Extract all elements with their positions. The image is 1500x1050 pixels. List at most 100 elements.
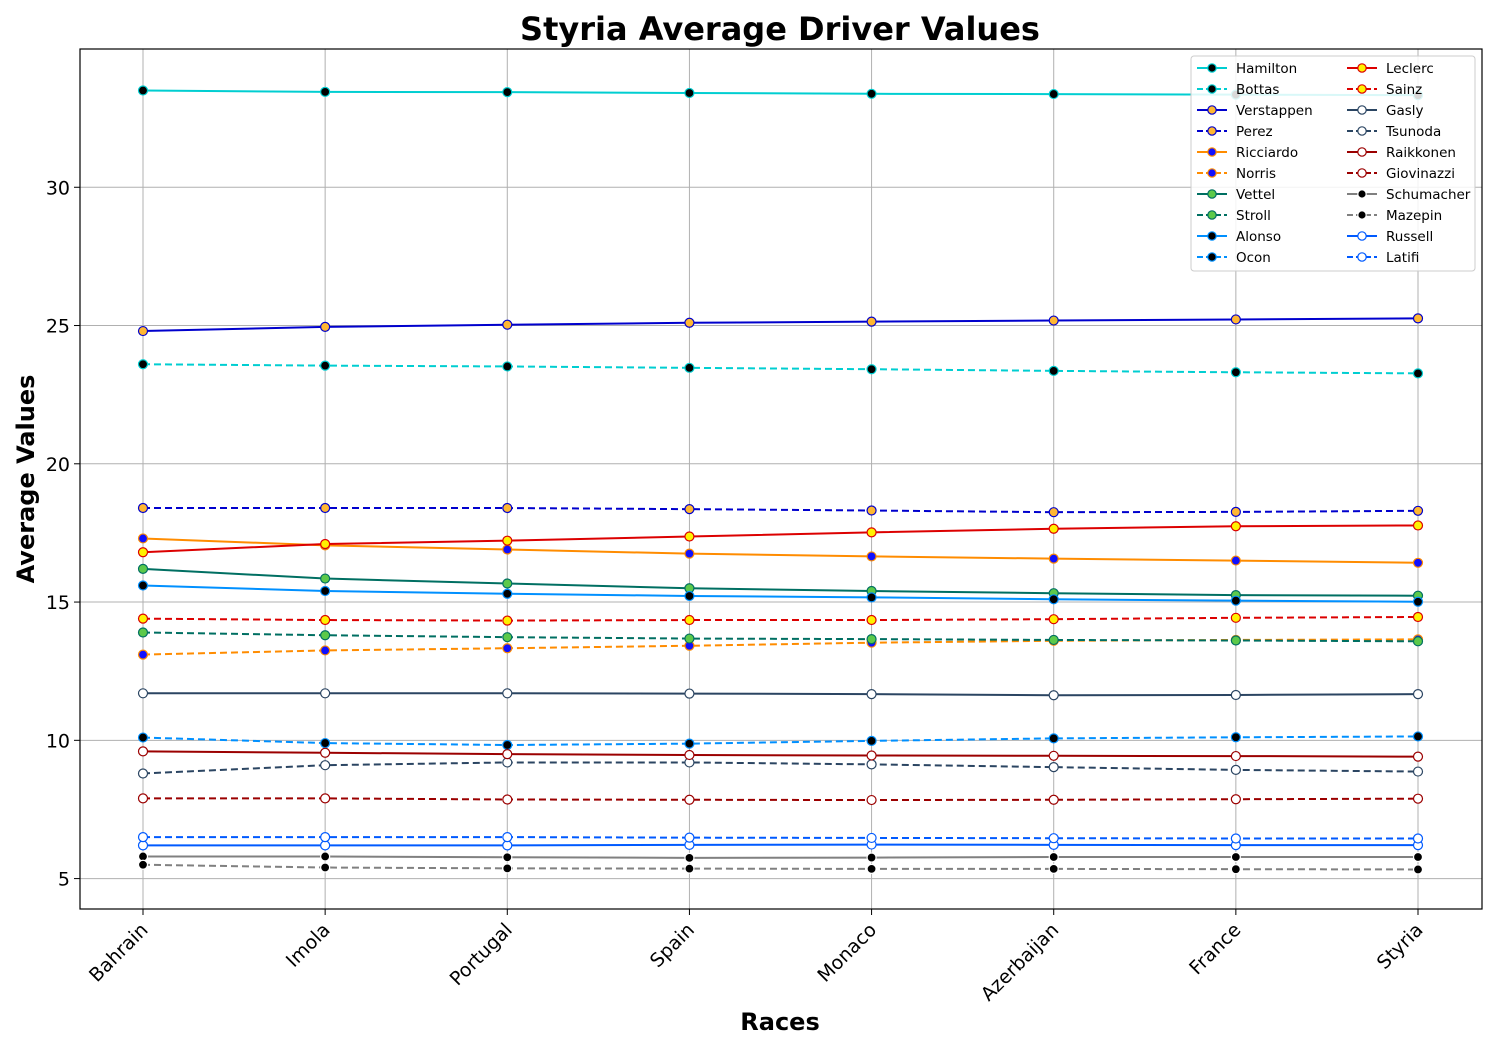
data-point (137, 768, 149, 779)
data-point (502, 502, 513, 514)
data-point (502, 739, 513, 751)
data-point (684, 317, 695, 328)
series-line (142, 761, 1419, 775)
data-point (320, 840, 331, 851)
data-point (1230, 521, 1241, 532)
data-point (866, 863, 877, 875)
data-point (1412, 864, 1424, 875)
series-alonso (137, 580, 1424, 607)
data-point (1412, 793, 1424, 804)
data-point (866, 634, 877, 645)
data-point (320, 832, 331, 843)
data-point (137, 563, 149, 574)
legend-item: Raikkonen (1347, 145, 1456, 161)
data-point (684, 749, 695, 761)
legend-item: Leclerc (1347, 61, 1434, 77)
data-point (1048, 315, 1059, 326)
data-point (1230, 689, 1241, 701)
data-point (137, 688, 149, 699)
data-point (137, 627, 149, 638)
legend-swatch-marker (1357, 63, 1367, 73)
data-point (1230, 555, 1241, 566)
data-point (1412, 636, 1424, 647)
legend-item: Schumacher (1347, 187, 1471, 203)
data-point (137, 649, 149, 660)
legend-swatch-marker (1357, 189, 1367, 199)
series-tsunoda (137, 757, 1424, 779)
legend-swatch-marker (1357, 147, 1367, 157)
series-line (142, 863, 1419, 871)
data-point (1412, 557, 1424, 568)
data-point (1230, 612, 1241, 623)
legend-label: Sainz (1386, 82, 1422, 98)
data-point (320, 614, 331, 626)
data-point (502, 544, 513, 555)
data-point (866, 759, 877, 770)
data-point (320, 630, 331, 641)
series-line (143, 797, 1419, 802)
series-giovinazzi (137, 793, 1424, 806)
data-point (1412, 766, 1424, 777)
legend-swatch-marker (1357, 168, 1367, 178)
series-perez (137, 502, 1424, 518)
data-point (320, 360, 331, 371)
data-point (684, 504, 695, 515)
legend-item: Latifi (1347, 250, 1419, 266)
legend-item: Sainz (1347, 82, 1422, 98)
data-point (137, 851, 149, 862)
data-point (1048, 594, 1059, 605)
data-point (137, 832, 149, 843)
legend-label: Leclerc (1386, 61, 1434, 77)
data-point (502, 319, 513, 330)
data-point (137, 502, 149, 514)
data-point (1048, 553, 1059, 564)
data-point (1412, 313, 1424, 324)
data-point (502, 832, 513, 843)
data-point (1412, 368, 1424, 379)
data-point (320, 747, 331, 758)
data-point (866, 614, 877, 626)
legend-swatch-marker (1207, 147, 1217, 157)
data-point (320, 862, 331, 873)
legend-item: Bottas (1197, 82, 1279, 98)
data-point (502, 749, 513, 760)
data-point (866, 592, 877, 603)
legend-swatch-marker (1207, 231, 1217, 241)
data-point (1048, 733, 1059, 744)
data-point (1048, 507, 1059, 518)
data-point (1230, 764, 1241, 776)
legend-item: Norris (1197, 166, 1276, 182)
data-point (1048, 833, 1059, 844)
legend-label: Mazepin (1386, 208, 1442, 224)
series-ocon (137, 731, 1424, 751)
data-point (320, 573, 331, 584)
data-point (1230, 851, 1241, 863)
data-point (137, 359, 149, 370)
legend-swatch-marker (1357, 126, 1367, 136)
data-point (320, 737, 331, 749)
legend-item: Russell (1347, 229, 1433, 245)
data-point (1048, 794, 1059, 805)
data-point (1230, 833, 1241, 844)
legend-label: Verstappen (1236, 103, 1313, 119)
data-point (320, 321, 331, 333)
data-point (137, 732, 149, 743)
data-point (502, 535, 513, 546)
series-line (142, 615, 1419, 622)
data-point (866, 750, 877, 761)
series-line (142, 363, 1419, 375)
data-point (1412, 689, 1424, 700)
data-point (1412, 731, 1424, 742)
legend-swatch-marker (1357, 231, 1367, 241)
series-line (143, 836, 1418, 840)
data-point (320, 793, 331, 804)
data-point (137, 580, 149, 591)
legend-swatch-marker (1207, 126, 1217, 136)
data-point (320, 585, 331, 597)
data-point (1230, 506, 1241, 518)
legend-swatch-marker (1207, 252, 1217, 262)
series-line (142, 524, 1419, 554)
data-point (866, 527, 877, 538)
